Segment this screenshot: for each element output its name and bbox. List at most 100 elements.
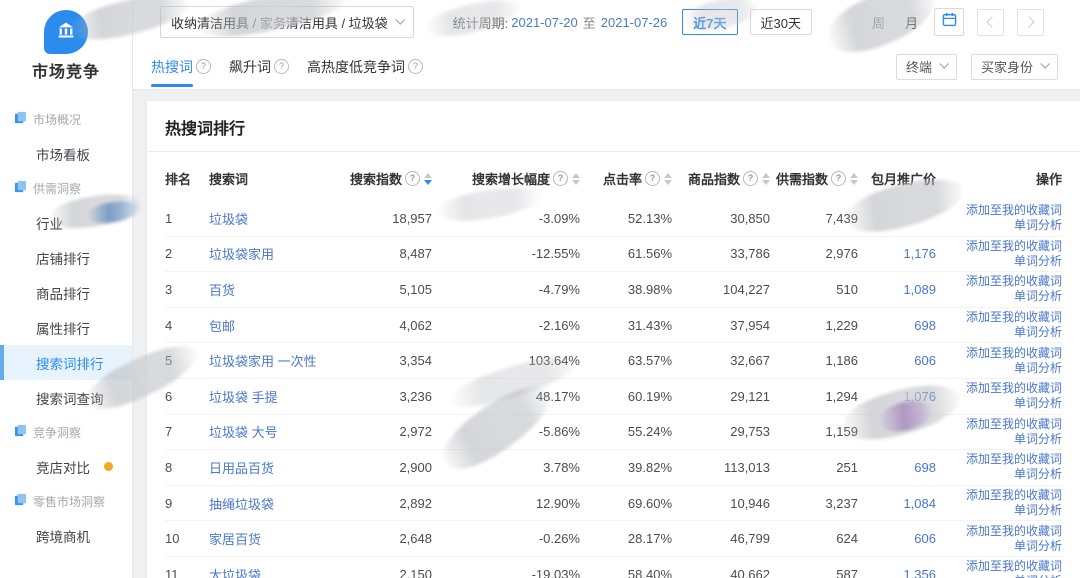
word-analysis-link[interactable]: 单词分析 (1014, 574, 1062, 578)
chevron-down-icon (1040, 58, 1051, 69)
help-icon[interactable] (196, 59, 211, 74)
monthly-promo-price[interactable]: 1,089 (903, 281, 936, 297)
keyword-link[interactable]: 日用品百货 (209, 460, 275, 476)
sort-toggle-icon[interactable] (850, 172, 858, 185)
next-period-button[interactable] (1017, 8, 1044, 36)
sidebar-item-5[interactable]: 商品排行 (0, 275, 132, 310)
keyword-link[interactable]: 包邮 (209, 318, 236, 334)
cell-rank: 5 (165, 353, 173, 369)
keyword-link[interactable]: 垃圾袋 (209, 211, 249, 227)
help-icon[interactable] (831, 171, 846, 186)
sidebar-item-6[interactable]: 属性排行 (0, 310, 132, 345)
sidebar-item-7[interactable]: 搜索词排行 (0, 345, 132, 380)
tab-label: 热搜词 (151, 58, 193, 75)
table-row: 11 大垃圾袋 2,150 -19.03% 58.40% 40,662 587 1,356 添加… (165, 557, 1062, 578)
keyword-link[interactable]: 抽绳垃圾袋 (209, 496, 275, 512)
prev-period-button[interactable] (977, 8, 1004, 36)
add-to-favorites-link[interactable]: 添加至我的收藏词 (965, 381, 1062, 396)
cell-search-index: 2,892 (399, 495, 432, 511)
word-analysis-link[interactable]: 单词分析 (1013, 289, 1062, 304)
monthly-promo-price[interactable]: 606 (914, 353, 936, 369)
monthly-promo-price[interactable]: 698 (914, 317, 936, 333)
help-icon[interactable] (405, 171, 420, 186)
monthly-promo-price[interactable]: 698 (914, 459, 936, 475)
sort-toggle-icon[interactable] (424, 172, 432, 185)
sort-toggle-icon[interactable] (572, 172, 580, 185)
add-to-favorites-link[interactable]: 添加至我的收藏词 (965, 523, 1062, 538)
column-label: 商品指数 (687, 172, 740, 187)
help-icon[interactable] (408, 59, 423, 74)
sidebar-item-12[interactable]: 跨境商机 (0, 518, 132, 553)
tab-0[interactable]: 热搜词 (151, 57, 211, 87)
column-header-word: 搜索词 (209, 169, 307, 188)
word-analysis-link[interactable]: 单词分析 (1013, 538, 1062, 553)
cell-search-index: 3,354 (399, 353, 432, 369)
sidebar-item-1[interactable]: 市场看板 (0, 136, 132, 171)
add-to-favorites-link[interactable]: 添加至我的收藏词 (965, 345, 1062, 360)
range-7d-button[interactable]: 近7天 (682, 9, 738, 35)
cell-rank: 10 (165, 531, 180, 547)
monthly-promo-price[interactable]: 1,176 (903, 246, 936, 262)
word-analysis-link[interactable]: 单词分析 (1013, 396, 1062, 411)
sidebar-item-3[interactable]: 行业 (0, 205, 132, 240)
monthly-promo-price[interactable]: 1,084 (903, 495, 936, 511)
cell-ctr: 63.57% (627, 353, 672, 369)
tab-2[interactable]: 高热度低竞争词 (307, 57, 423, 77)
terminal-dropdown[interactable]: 终端 (895, 53, 957, 80)
add-to-favorites-link[interactable]: 添加至我的收藏词 (965, 238, 1062, 253)
cell-search-index: 2,648 (399, 531, 432, 547)
monthly-promo-price[interactable]: 606 (914, 531, 936, 547)
keyword-link[interactable]: 垃圾袋 大号 (209, 425, 278, 441)
word-analysis-link[interactable]: 单词分析 (1013, 218, 1062, 233)
buyer-identity-dropdown-label: 买家身份 (980, 60, 1033, 75)
add-to-favorites-link[interactable]: 添加至我的收藏词 (965, 274, 1062, 289)
cell-growth: -3.09% (538, 210, 580, 226)
calendar-button[interactable] (934, 8, 964, 36)
sidebar-item-10[interactable]: 竞店对比 (0, 449, 132, 484)
keyword-link[interactable]: 垃圾袋家用 一次性 (209, 354, 317, 370)
tab-1[interactable]: 飙升词 (229, 57, 289, 77)
sort-toggle-icon[interactable] (664, 172, 672, 185)
app-title: 市场竞争 (31, 64, 100, 81)
main-column: 收纳清洁用具 / 家务清洁用具 / 垃圾袋 统计周期: 2021-07-20 至… (133, 0, 1080, 578)
cell-search-index: 8,487 (399, 246, 432, 262)
cell-ctr: 61.56% (627, 246, 672, 262)
cell-actions: 添加至我的收藏词单词分析 (936, 310, 1062, 340)
sort-toggle-icon[interactable] (762, 172, 770, 185)
keyword-link[interactable]: 大垃圾袋 (209, 567, 262, 578)
word-analysis-link[interactable]: 单词分析 (1013, 467, 1062, 482)
help-icon[interactable] (743, 171, 758, 186)
unit-month-button[interactable]: 月 (903, 13, 920, 32)
sidebar-item-4[interactable]: 店铺排行 (0, 240, 132, 275)
cell-actions: 添加至我的收藏词单词分析 (936, 203, 1062, 233)
period-start-date: 2021-07-20 (511, 14, 578, 30)
unit-week-button[interactable]: 周 (870, 13, 887, 32)
keyword-link[interactable]: 垃圾袋家用 (209, 247, 275, 263)
add-to-favorites-link[interactable]: 添加至我的收藏词 (965, 416, 1062, 431)
add-to-favorites-link[interactable]: 添加至我的收藏词 (965, 452, 1062, 467)
range-30d-button[interactable]: 近30天 (749, 9, 812, 35)
help-icon[interactable] (274, 59, 289, 74)
add-to-favorites-link[interactable]: 添加至我的收藏词 (965, 559, 1062, 574)
word-analysis-link[interactable]: 单词分析 (1013, 325, 1062, 340)
buyer-identity-dropdown[interactable]: 买家身份 (970, 53, 1058, 80)
word-analysis-link[interactable]: 单词分析 (1013, 503, 1062, 518)
keyword-link[interactable]: 家居百货 (209, 532, 262, 548)
category-select[interactable]: 收纳清洁用具 / 家务清洁用具 / 垃圾袋 (160, 6, 414, 38)
keyword-link[interactable]: 垃圾袋 手提 (209, 389, 278, 405)
monthly-promo-price[interactable]: 1,356 (903, 566, 936, 578)
monthly-promo-price[interactable]: 1,076 (903, 388, 936, 404)
word-analysis-link[interactable]: 单词分析 (1013, 253, 1062, 268)
add-to-favorites-link[interactable]: 添加至我的收藏词 (965, 310, 1062, 325)
keyword-link[interactable]: 百货 (209, 282, 236, 298)
sidebar-item-8[interactable]: 搜索词查询 (0, 380, 132, 415)
help-icon[interactable] (645, 171, 660, 186)
cell-product-index: 33,786 (730, 246, 770, 262)
help-icon[interactable] (553, 171, 568, 186)
add-to-favorites-link[interactable]: 添加至我的收藏词 (965, 203, 1062, 218)
add-to-favorites-link[interactable]: 添加至我的收藏词 (965, 488, 1062, 503)
cell-search-index: 18,957 (392, 210, 432, 226)
cell-search-index: 2,900 (399, 459, 432, 475)
word-analysis-link[interactable]: 单词分析 (1013, 360, 1062, 375)
word-analysis-link[interactable]: 单词分析 (1013, 431, 1062, 446)
